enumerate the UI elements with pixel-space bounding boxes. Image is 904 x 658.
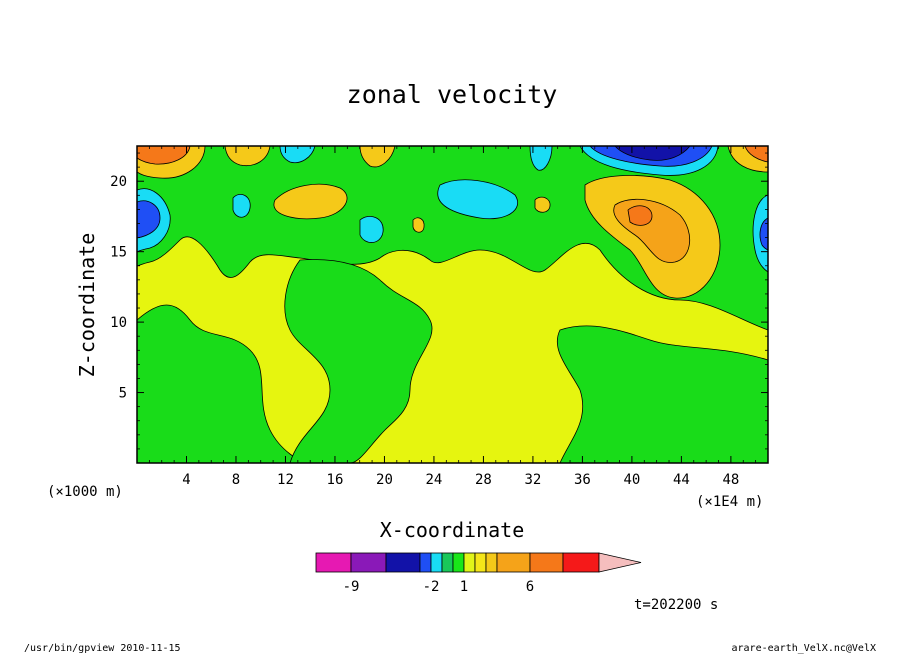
contour-blue-right <box>759 217 768 251</box>
y-tick-label: 5 <box>119 386 127 402</box>
colorbar-segment <box>441 552 454 573</box>
colorbar-tick-labels: -9 -2 1 6 <box>343 579 535 595</box>
x-tick-label: 8 <box>232 472 240 488</box>
colorbar-segment <box>430 552 443 573</box>
contour-cyan-top-b <box>529 146 553 171</box>
colorbar-segment <box>463 552 476 573</box>
colorbar-segment <box>529 552 564 573</box>
x-unit-label: (×1000 m) <box>47 484 123 500</box>
chart-title: zonal velocity <box>347 80 558 109</box>
contour-darkblue-top-right <box>614 146 691 161</box>
colorbar-segment <box>562 552 600 573</box>
colorbar-segment <box>496 552 531 573</box>
colorbar-segment <box>419 552 432 573</box>
x-axis-ticks: 4 8 12 16 20 24 28 32 36 40 44 48 <box>148 146 757 488</box>
contour-orange-core <box>627 205 653 226</box>
x-tick-label: 32 <box>524 472 541 488</box>
plot-frame <box>136 145 769 464</box>
contour-gold-small-b <box>412 217 425 233</box>
colorbar-tick-label: 1 <box>460 579 468 595</box>
colorbar-tick-label: -2 <box>423 579 440 595</box>
colorbar-tick-label: 6 <box>526 579 534 595</box>
x-tick-label: 4 <box>182 472 190 488</box>
colorbar-segment <box>315 552 352 573</box>
x-tick-label: 48 <box>722 472 739 488</box>
contour-cyan-top-a <box>279 146 316 164</box>
contour-field <box>137 146 768 463</box>
colorbar-segment <box>385 552 421 573</box>
x-tick-label: 12 <box>277 472 294 488</box>
contour-gold-top-c <box>359 146 396 168</box>
y-axis-label: Z-coordinate <box>75 233 99 378</box>
x-tick-label: 20 <box>376 472 393 488</box>
colorbar-segment <box>350 552 387 573</box>
contour-cyan-mid <box>437 179 518 220</box>
contour-blue-left <box>137 200 161 239</box>
x-tick-label: 24 <box>426 472 443 488</box>
x-tick-label: 36 <box>574 472 591 488</box>
y-tick-label: 10 <box>110 315 127 331</box>
x-tick-label: 28 <box>475 472 492 488</box>
footer-left: /usr/bin/gpview 2010-11-15 <box>24 643 181 654</box>
contour-orange-top-right <box>744 146 768 163</box>
colorbar <box>315 552 642 573</box>
contour-cyan-small-b <box>232 194 251 218</box>
contour-green-left <box>137 304 311 463</box>
contour-green-center <box>284 259 433 463</box>
y-unit-label: (×1E4 m) <box>696 494 763 510</box>
contour-gold-small <box>534 196 551 213</box>
footer-right: arare-earth_VelX.nc@VelX <box>732 643 877 654</box>
colorbar-segment <box>452 552 465 573</box>
y-axis-ticks: 5 10 15 20 <box>110 152 768 450</box>
x-tick-label: 40 <box>623 472 640 488</box>
contour-cyan-small-a <box>359 216 384 243</box>
x-tick-label: 44 <box>673 472 690 488</box>
colorbar-segment <box>474 552 487 573</box>
colorbar-tick-label: -9 <box>343 579 360 595</box>
contour-gold-mid-left <box>273 183 348 220</box>
y-tick-label: 15 <box>110 245 127 261</box>
x-axis-label: X-coordinate <box>380 518 525 542</box>
y-tick-label: 20 <box>110 174 127 190</box>
time-label: t=202200 s <box>634 597 718 613</box>
x-tick-label: 16 <box>327 472 344 488</box>
colorbar-segment <box>485 552 498 573</box>
colorbar-arrow <box>598 552 642 573</box>
